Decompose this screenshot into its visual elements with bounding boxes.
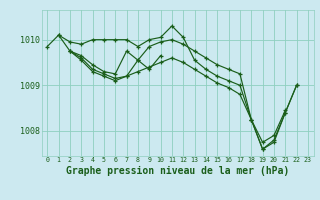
X-axis label: Graphe pression niveau de la mer (hPa): Graphe pression niveau de la mer (hPa): [66, 166, 289, 176]
